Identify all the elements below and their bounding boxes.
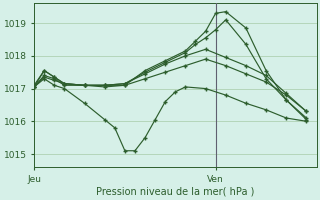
X-axis label: Pression niveau de la mer( hPa ): Pression niveau de la mer( hPa )	[96, 187, 254, 197]
